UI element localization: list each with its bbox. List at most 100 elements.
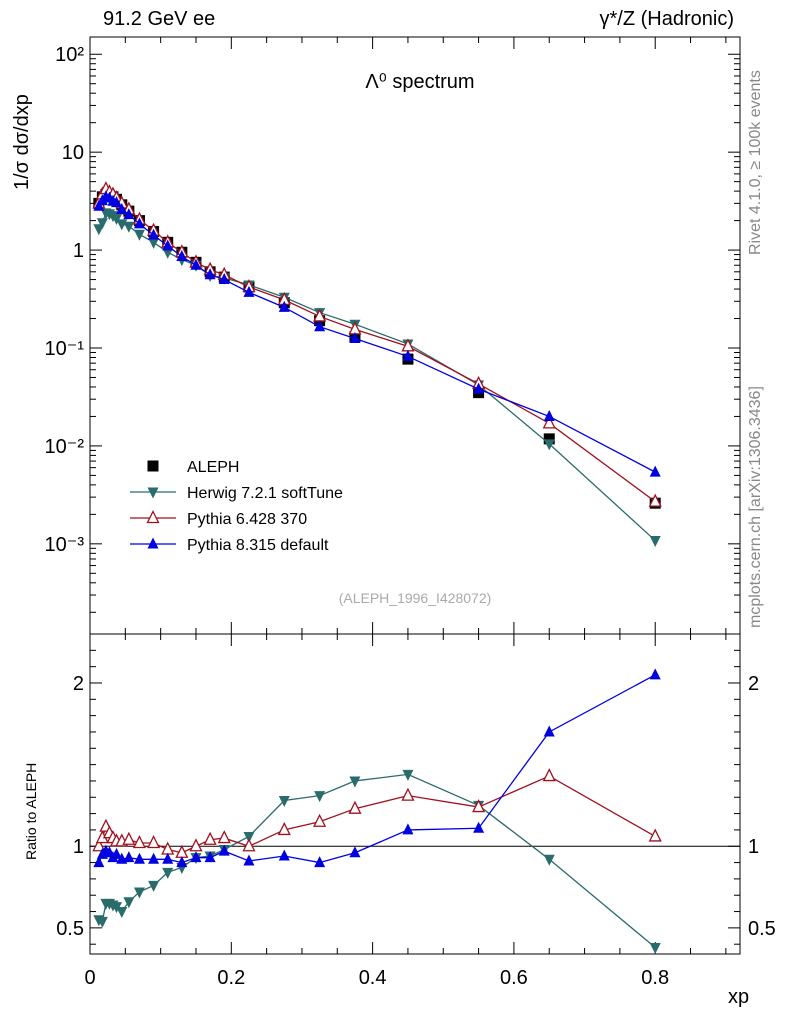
data-point [116,202,128,214]
ratio-data-point [278,796,290,808]
ratio-series-pythia-8-315-default [93,668,661,868]
ratio-y-tick-label-right: 2 [748,673,759,695]
data-point [543,439,555,451]
legend-item: ALEPH [147,459,239,476]
data-point [218,273,230,285]
data-point [473,382,485,394]
rivet-version-label: Rivet 4.1.0, ≥ 100k events [747,70,764,255]
data-point [123,221,135,233]
ratio-data-point [133,852,145,864]
ratio-data-point [473,821,485,833]
x-tick-label: 0 [84,967,95,989]
data-point [93,199,105,211]
ratio-y-tick-label-right: 0.5 [748,918,776,940]
ratio-data-point [123,851,135,863]
data-point [110,196,122,208]
ratio-data-point [349,776,361,788]
ratio-data-point [162,852,174,864]
ratio-data-point [648,828,662,842]
ratio-data-point [542,768,556,782]
ratio-data-point [176,856,188,868]
data-point [190,258,202,270]
series-pythia-8-315-default [93,190,661,477]
ratio-data-point [314,791,326,803]
y-tick-label: 10⁻² [45,436,85,458]
ratio-data-point [348,800,362,814]
data-point [162,239,174,251]
ratio-data-point [96,916,108,928]
legend-marker [147,537,159,549]
ratio-data-point [148,852,160,864]
x-tick-label: 0.4 [359,967,387,989]
ratio-data-point [649,668,661,680]
data-point [543,433,555,445]
ratio-data-point [122,831,136,845]
data-point [314,320,326,332]
data-point [133,217,145,229]
ratio-data-point [242,838,256,852]
ratio-data-point [123,897,135,909]
data-point [204,268,216,280]
data-point [648,493,662,507]
data-point [96,218,108,230]
ratio-data-point [649,942,661,954]
series-line [98,196,656,473]
ratio-data-point [147,835,161,849]
header-process: γ*/Z (Hadronic) [599,8,734,30]
ratio-data-point [93,856,105,868]
legend-marker [147,487,159,499]
ratio-data-point [148,880,160,892]
data-point [542,415,556,429]
ratio-y-tick-label: 1 [73,836,84,858]
data-point [176,249,188,261]
ratio-plot-frame [89,633,741,955]
ratio-data-point [243,831,255,843]
x-tick-label: 0.2 [217,967,245,989]
ratio-data-point [161,841,175,855]
ratio-data-point [92,838,106,852]
chart-title: Λ⁰ spectrum [365,71,474,93]
y-tick-label: 1 [73,240,84,262]
legend-item: Pythia 8.315 default [130,537,329,554]
ratio-data-point [401,787,415,801]
header-energy: 91.2 GeV ee [103,8,216,30]
ratio-y-axis-label: Ratio to ALEPH [23,763,39,860]
ratio-series-line [98,775,656,854]
legend-item: Pythia 6.428 370 [130,510,307,528]
ratio-data-point [190,851,202,863]
ratio-data-point [133,887,145,899]
legend-label: Pythia 8.315 default [187,537,329,554]
data-point [278,300,290,312]
x-tick-label: 0.8 [641,967,669,989]
ratio-data-point [243,854,255,866]
ratio-data-point [204,851,216,863]
legend-label: Pythia 6.428 370 [187,511,307,528]
ratio-data-point [402,769,414,781]
ratio-data-point [217,830,231,844]
data-point [402,349,414,361]
ratio-y-tick-label: 0.5 [56,918,84,940]
analysis-watermark: (ALEPH_1996_I428072) [339,590,492,606]
ratio-data-point [203,831,217,845]
ratio-series-pythia-6-428-370 [92,768,662,858]
ratio-data-point [110,847,122,859]
data-point [148,237,160,249]
ratio-data-point [189,838,203,852]
y-tick-label: 10⁻³ [45,534,85,556]
ratio-data-point [314,856,326,868]
data-point [133,229,145,241]
ratio-data-point [402,823,414,835]
ratio-data-point [472,799,486,813]
y-tick-label: 10² [55,44,84,66]
data-point [649,536,661,548]
ratio-data-point [218,844,230,856]
data-point [649,465,661,477]
series-pythia-6-428-370 [92,181,662,507]
data-point [148,228,160,240]
ratio-data-point [313,813,327,827]
ratio-data-point [277,821,291,836]
x-tick-label: 0.6 [500,967,528,989]
series-aleph [93,188,661,509]
legend-label: Herwig 7.2.1 softTune [187,485,343,502]
